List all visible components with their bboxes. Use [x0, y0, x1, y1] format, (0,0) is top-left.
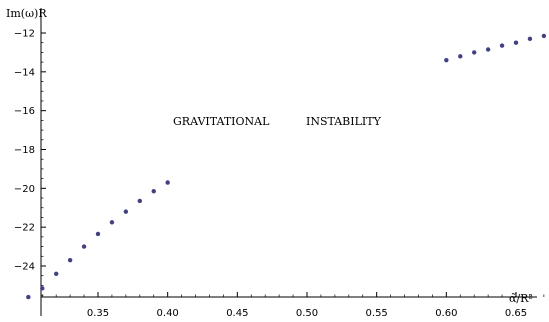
y-tick-label: −12 — [14, 29, 35, 40]
data-point — [527, 36, 533, 42]
data-point — [54, 271, 59, 276]
data-point — [40, 286, 45, 291]
data-point — [109, 220, 115, 225]
x-tick-label: 0.50 — [296, 308, 318, 319]
x-tick-label: 0.45 — [226, 308, 248, 319]
x-tick-label: 0.65 — [505, 308, 527, 319]
y-tick-label: −16 — [14, 106, 35, 117]
annotation-instability: INSTABILITY — [306, 115, 382, 128]
y-axis-title: Im(ω)R — [6, 7, 47, 20]
x-ticks: 0.35 0.40 0.45 0.50 0.55 0.60 0.65 — [41, 292, 545, 319]
data-point — [458, 54, 463, 59]
y-tick-label: −20 — [14, 184, 35, 195]
x-tick-label: 0.35 — [87, 308, 109, 319]
data-point — [485, 47, 491, 52]
data-point — [81, 244, 87, 249]
y-tick-label: −18 — [14, 145, 35, 156]
x-tick-label: 0.40 — [157, 308, 179, 319]
x-tick-label: 0.55 — [366, 308, 388, 319]
data-point — [123, 209, 129, 214]
y-tick-label: −24 — [14, 262, 35, 273]
y-ticks: −12 −14 −16 −18 −20 −22 −24 — [14, 29, 46, 296]
axes — [40, 8, 537, 316]
data-point — [499, 43, 505, 48]
data-point — [95, 231, 101, 237]
x-axis-title: α̃/R² — [509, 292, 533, 305]
y-tick-label: −14 — [14, 67, 35, 78]
data-point — [444, 57, 449, 63]
data-point — [26, 294, 31, 300]
data-point — [513, 40, 519, 45]
data-point — [165, 180, 170, 185]
x-tick-label: 0.60 — [435, 308, 457, 319]
data-point — [67, 257, 73, 263]
data-point — [151, 189, 156, 194]
data-point — [137, 198, 142, 204]
annotation-gravitational: GRAVITATIONAL — [173, 115, 270, 128]
y-tick-label: −22 — [14, 223, 35, 234]
data-point — [472, 50, 477, 55]
data-point — [541, 33, 547, 39]
data-points — [26, 33, 547, 300]
